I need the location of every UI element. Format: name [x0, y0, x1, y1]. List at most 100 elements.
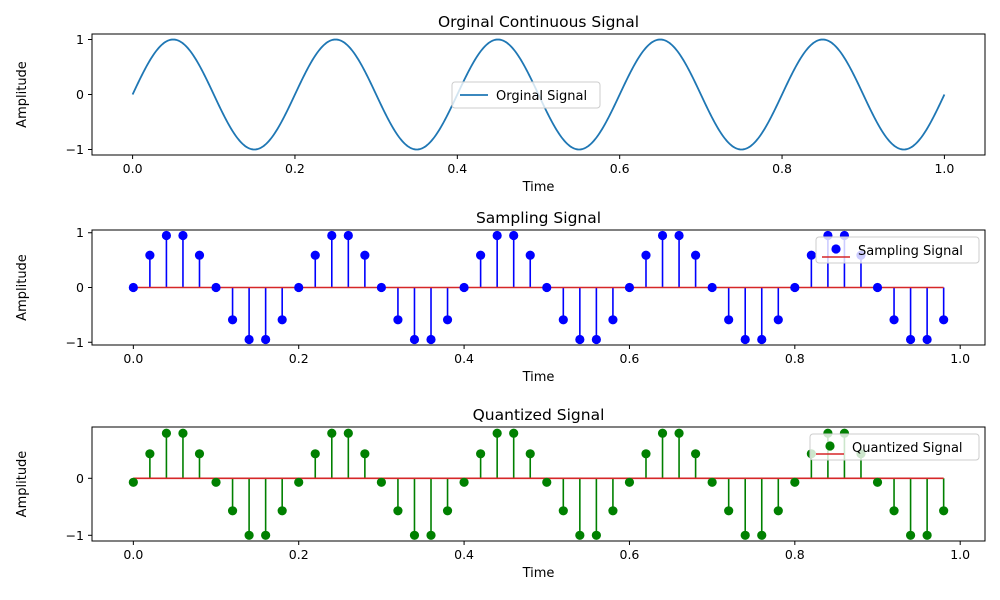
stem-marker — [310, 250, 320, 260]
stem-marker — [227, 315, 238, 325]
stem-marker — [558, 315, 568, 325]
x-axis-label: Time — [522, 566, 555, 581]
subplot-2: Sampling Signal 0.0 0.2 0.4 0.6 0.8 1.0 −1 0 1 Tim… — [15, 209, 986, 385]
y-tick-label: −1 — [66, 528, 84, 543]
stem-marker — [178, 230, 188, 241]
stem-marker — [674, 428, 684, 438]
x-tick-label: 0.4 — [447, 161, 467, 176]
stem-marker — [691, 449, 701, 459]
x-tick-label: 0.8 — [772, 161, 792, 176]
stem-marker — [872, 282, 883, 293]
stem-marker — [476, 449, 486, 459]
legend-marker-swatch — [825, 441, 835, 451]
y-axis-label: Amplitude — [15, 254, 30, 321]
legend-label: Quantized Signal — [852, 441, 963, 456]
y-tick-label: −1 — [66, 335, 84, 350]
stem-marker — [343, 428, 353, 438]
stem-marker — [492, 230, 502, 241]
x-tick-label: 0.0 — [123, 351, 143, 366]
stem-marker — [327, 428, 337, 438]
subplot-3: Quantized Signal 0.0 0.2 0.4 0.6 0.8 1.0 −1 0 Tim… — [15, 406, 986, 581]
stem-marker — [145, 449, 155, 459]
stem-marker — [905, 334, 916, 345]
stem-marker — [442, 506, 453, 516]
stem-marker — [459, 282, 469, 293]
legend-box — [815, 236, 980, 264]
stem-marker — [211, 477, 221, 487]
stem-marker — [773, 506, 783, 516]
stem-marker — [393, 315, 403, 325]
y-tick-label: 1 — [76, 32, 84, 47]
x-tick-label: 1.0 — [934, 161, 954, 176]
stem-marker — [426, 530, 436, 540]
stem-marker — [294, 477, 304, 487]
stem-marker — [872, 477, 883, 487]
legend-box — [451, 81, 601, 109]
axes-frame — [91, 426, 986, 542]
stem-marker — [509, 230, 519, 241]
stem-marker — [641, 250, 651, 260]
stem-marker — [591, 334, 601, 345]
stem-marker — [889, 506, 899, 516]
stem-marker — [178, 428, 188, 438]
stem-marker — [707, 477, 717, 487]
stem-marker — [558, 506, 568, 516]
stem-marker — [376, 282, 386, 293]
legend: Sampling Signal — [815, 236, 980, 264]
stem-marker — [922, 334, 932, 345]
stem-marker — [939, 315, 949, 325]
stem-marker — [376, 477, 386, 487]
stem-marker — [790, 477, 800, 487]
stem-marker — [360, 250, 370, 260]
stem-marker — [525, 449, 535, 459]
chart-title: Sampling Signal — [476, 209, 601, 227]
stem-marker — [740, 530, 750, 540]
stem-marker — [492, 428, 502, 438]
stem-marker — [575, 530, 585, 540]
stem-marker — [261, 334, 271, 345]
stem-marker — [608, 315, 618, 325]
stem-marker — [939, 506, 949, 516]
y-tick-label: −1 — [66, 142, 84, 157]
stem-marker — [657, 230, 668, 241]
x-tick-label: 0.2 — [289, 351, 309, 366]
stem-marker — [724, 315, 734, 325]
legend-label: Orginal Signal — [496, 89, 587, 104]
y-axis-label: Amplitude — [15, 451, 30, 518]
stem-marker — [161, 230, 172, 241]
stem-marker — [128, 282, 138, 293]
x-tick-label: 0.6 — [620, 547, 640, 562]
stem-marker — [194, 250, 205, 260]
x-tick-label: 0.2 — [289, 547, 309, 562]
stem-marker — [277, 315, 287, 325]
x-tick-label: 0.8 — [785, 351, 805, 366]
stem-marker — [327, 230, 337, 241]
x-tick-label: 0.6 — [610, 161, 630, 176]
stem-marker — [889, 315, 899, 325]
x-tick-label: 1.0 — [950, 351, 970, 366]
legend-marker-swatch — [831, 244, 841, 254]
legend-label: Sampling Signal — [858, 244, 963, 259]
legend: Orginal Signal — [451, 81, 601, 109]
stem-marker — [509, 428, 519, 438]
stem-marker — [409, 334, 420, 345]
x-tick-label: 0.0 — [123, 547, 143, 562]
stem-marker — [194, 449, 205, 459]
stem-marker — [641, 449, 651, 459]
stem-marker — [757, 334, 767, 345]
x-axis-label: Time — [522, 180, 555, 195]
stem-marker — [360, 449, 370, 459]
stem-marker — [806, 250, 816, 260]
stem-marker — [790, 282, 800, 293]
x-tick-label: 0.0 — [123, 161, 143, 176]
stem-marker — [261, 530, 271, 540]
y-tick-label: 0 — [76, 280, 84, 295]
stem-marker — [525, 250, 535, 260]
x-tick-label: 0.4 — [454, 351, 474, 366]
stem-marker — [227, 506, 238, 516]
stem-marker — [542, 282, 552, 293]
stem-marker — [674, 230, 684, 241]
stem-marker — [591, 530, 601, 540]
y-tick-label: 0 — [76, 471, 84, 486]
